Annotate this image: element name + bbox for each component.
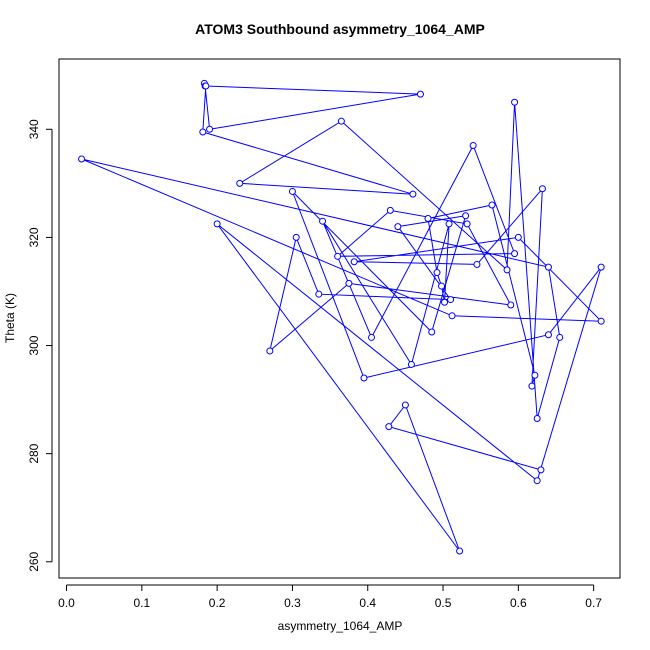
data-point xyxy=(337,117,345,125)
data-point xyxy=(386,206,394,214)
data-point xyxy=(597,263,605,271)
data-point xyxy=(409,190,417,198)
data-point xyxy=(445,220,453,228)
x-tick-label: 0.5 xyxy=(435,596,452,610)
data-point xyxy=(266,347,274,355)
data-point xyxy=(544,263,552,271)
data-point xyxy=(473,260,481,268)
x-tick-label: 0.4 xyxy=(359,596,376,610)
data-point xyxy=(448,312,456,320)
data-point xyxy=(511,98,519,106)
data-point xyxy=(319,217,327,225)
data-point xyxy=(407,360,415,368)
x-axis-label: asymmetry_1064_AMP xyxy=(278,619,403,633)
data-point xyxy=(441,298,449,306)
data-point xyxy=(385,423,393,431)
data-point xyxy=(556,333,564,341)
data-point xyxy=(360,374,368,382)
data-point xyxy=(511,250,519,258)
y-tick-label: 340 xyxy=(27,119,41,139)
data-point xyxy=(334,252,342,260)
y-tick-label: 300 xyxy=(27,335,41,355)
data-point xyxy=(537,466,545,474)
data-point xyxy=(78,155,86,163)
data-point xyxy=(528,382,536,390)
series-layer xyxy=(78,79,605,555)
x-tick-label: 0.2 xyxy=(209,596,226,610)
data-point xyxy=(236,179,244,187)
x-axis: 0.0 0.1 0.2 0.3 0.4 0.5 0.6 0.7 xyxy=(58,584,602,610)
y-tick-label: 320 xyxy=(27,227,41,247)
plot-area xyxy=(58,58,621,579)
x-tick-label: 0.1 xyxy=(133,596,150,610)
data-point xyxy=(424,214,432,222)
data-point xyxy=(292,233,300,241)
data-point xyxy=(345,279,353,287)
y-tick-label: 280 xyxy=(27,443,41,463)
data-point xyxy=(416,90,424,98)
x-tick-label: 0.7 xyxy=(585,596,602,610)
data-point xyxy=(438,282,446,290)
data-point xyxy=(488,201,496,209)
data-point xyxy=(469,142,477,149)
data-point xyxy=(368,333,376,341)
data-point xyxy=(544,331,552,339)
data-point xyxy=(531,371,539,379)
y-axis: 260 280 300 320 340 xyxy=(27,119,53,572)
data-point xyxy=(462,212,470,220)
series-line xyxy=(81,83,603,552)
data-point xyxy=(503,266,511,274)
x-tick-label: 0.6 xyxy=(510,596,527,610)
data-point xyxy=(428,328,436,336)
data-point xyxy=(213,220,221,228)
data-point xyxy=(315,290,323,298)
data-point xyxy=(206,125,214,133)
data-point xyxy=(507,301,515,309)
x-tick-label: 0.3 xyxy=(284,596,301,610)
data-point xyxy=(533,415,541,423)
data-point xyxy=(199,128,207,136)
data-point xyxy=(514,233,522,241)
chart-title: ATOM3 Southbound asymmetry_1064_AMP xyxy=(195,21,485,37)
data-point xyxy=(202,82,210,90)
data-point xyxy=(597,317,605,325)
data-point xyxy=(350,258,358,266)
x-tick-label: 0.0 xyxy=(58,596,75,610)
data-point xyxy=(463,220,471,228)
data-point xyxy=(456,547,464,555)
data-point xyxy=(401,401,409,409)
y-axis-label: Theta (K) xyxy=(3,293,17,343)
data-point xyxy=(538,185,546,193)
data-point xyxy=(288,187,296,195)
y-tick-label: 260 xyxy=(27,551,41,571)
data-point xyxy=(533,477,541,485)
data-point xyxy=(433,269,441,277)
data-point xyxy=(447,296,455,304)
data-point xyxy=(394,223,402,231)
